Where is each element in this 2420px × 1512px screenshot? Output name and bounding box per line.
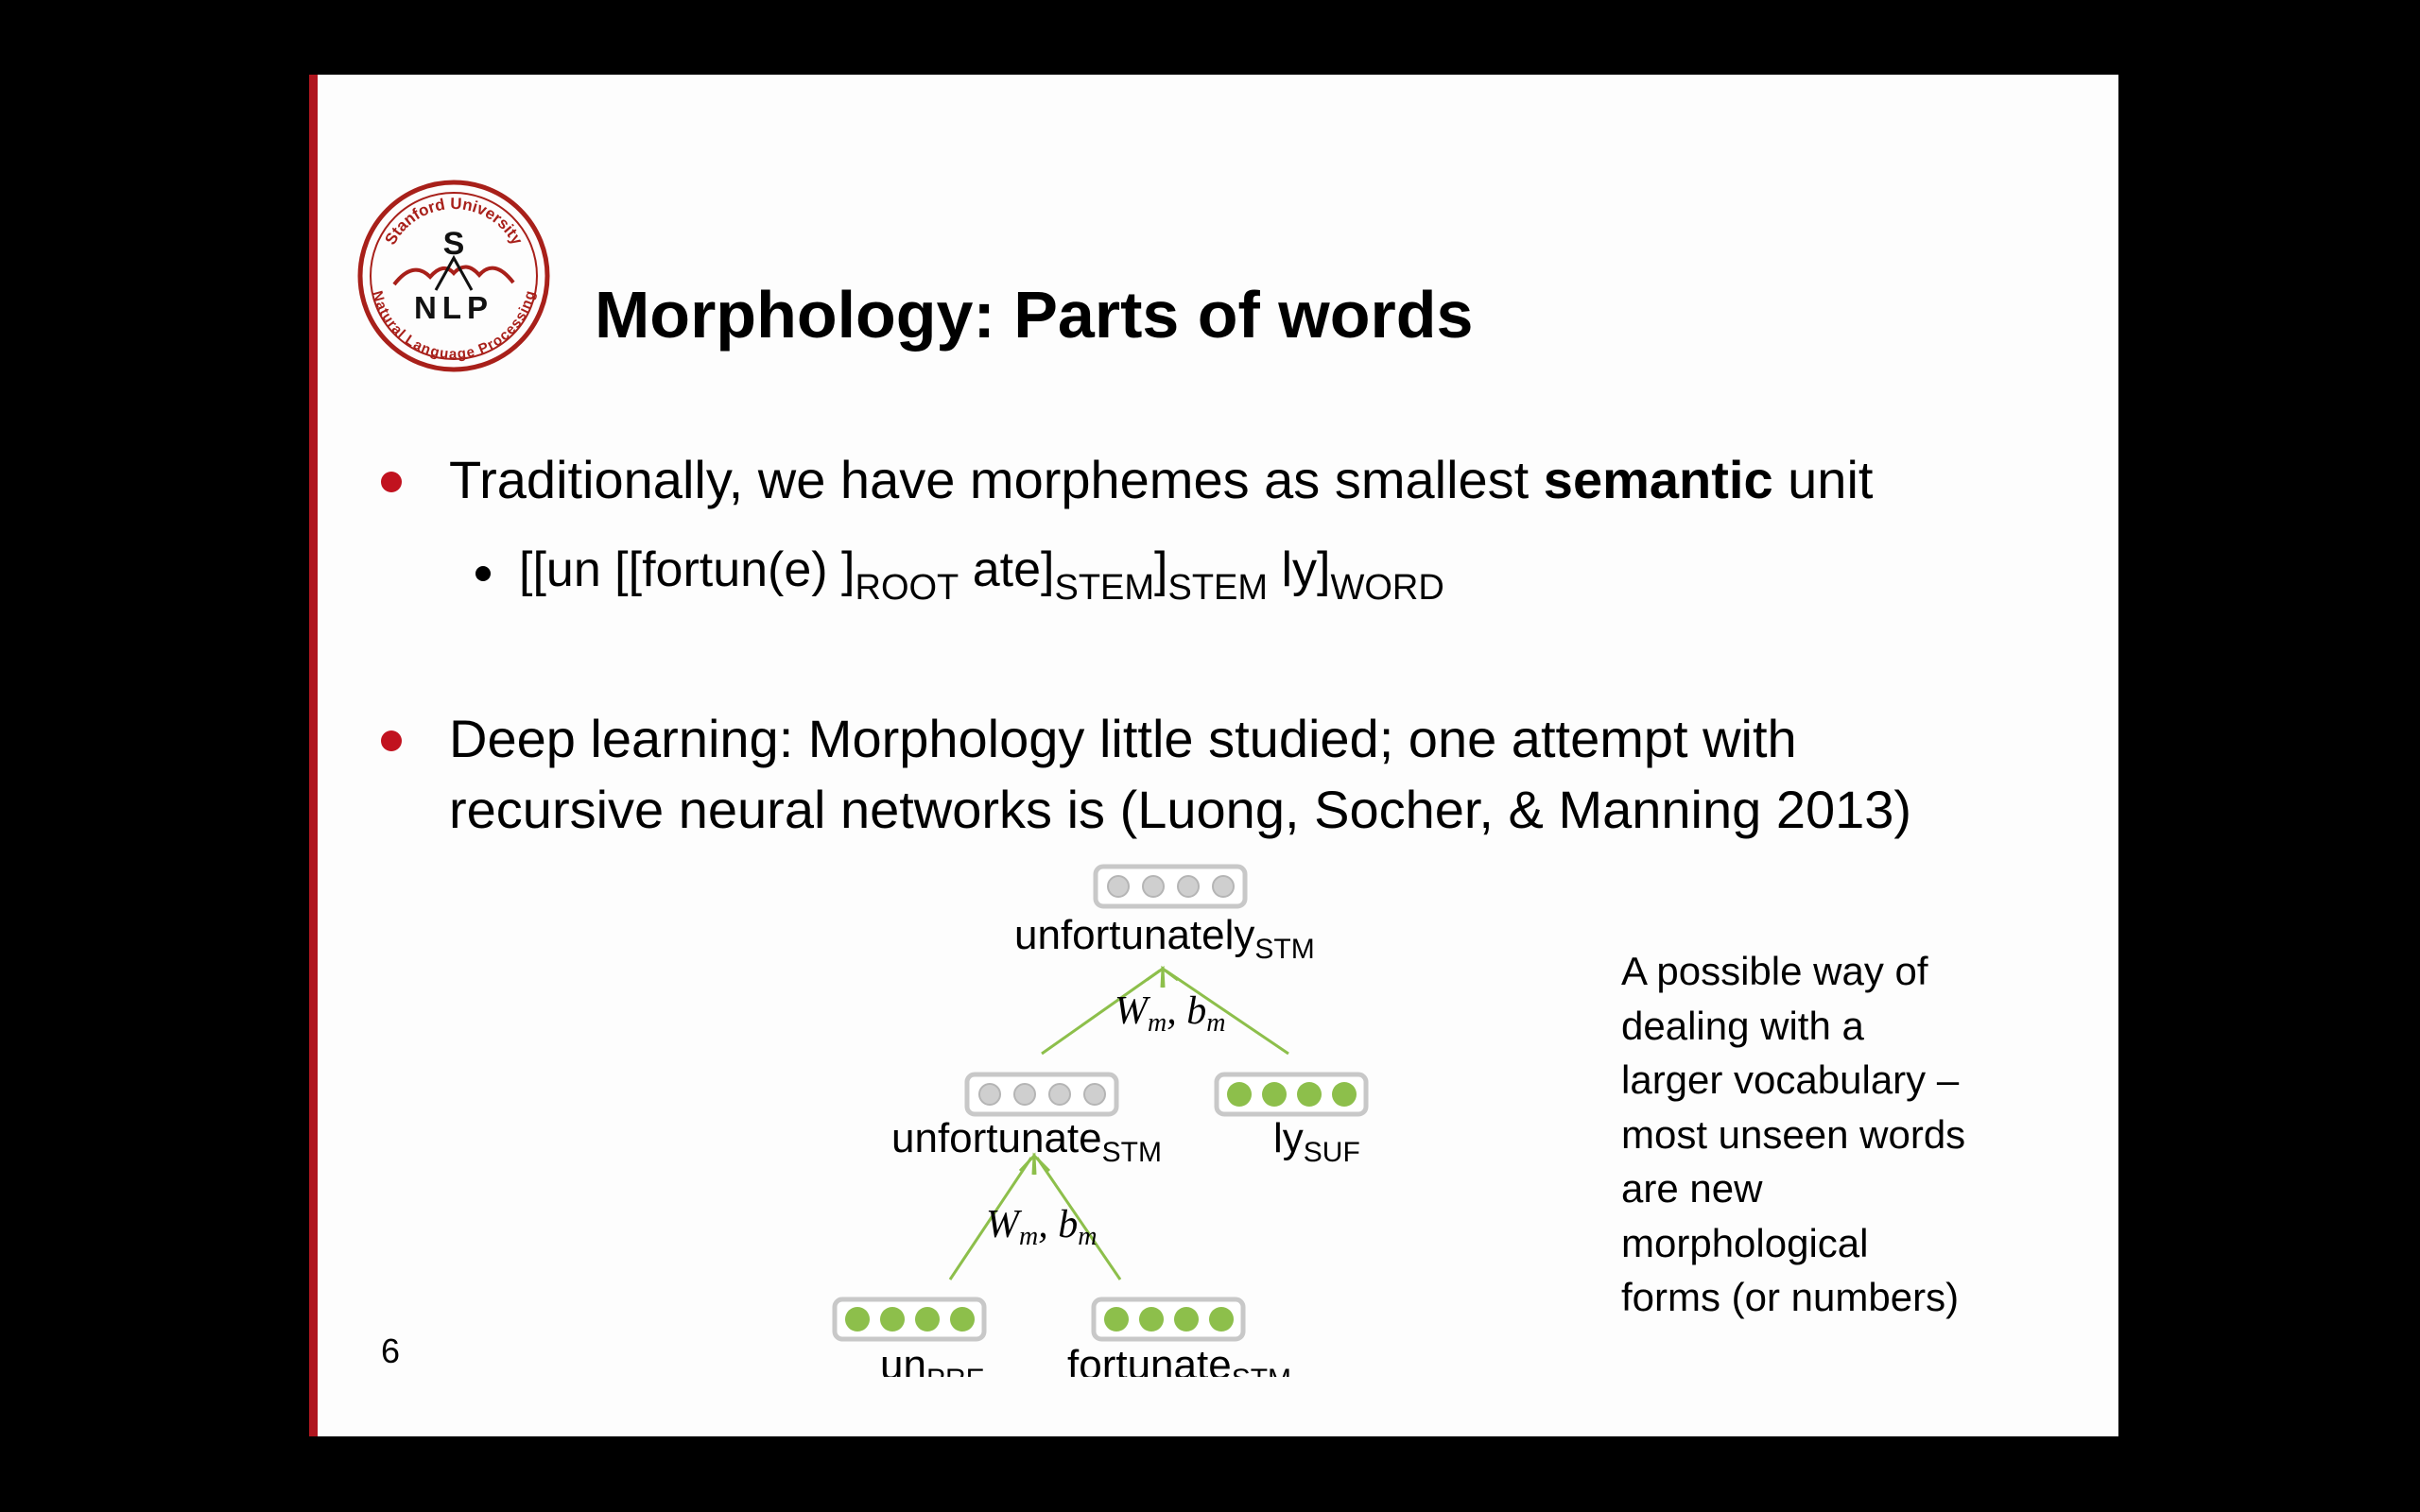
logo-letter-s: S [443,226,465,262]
slide: Stanford University Natural Language Pro… [309,75,2118,1436]
side-note-line: are new [1621,1166,1763,1211]
label-fortunate: fortunateSTM [1067,1342,1291,1395]
weight-label-lower: Wm, bm [986,1203,1097,1251]
side-note-line: morphological [1621,1220,1869,1265]
bullet-1-text-start: Traditionally, we have morphemes as smal… [449,450,1544,509]
slide-accent-bar [309,75,318,1436]
side-note-line: larger vocabulary – [1621,1057,1960,1102]
bullet-1-bold-word: semantic [1543,450,1773,509]
vector-mid-unfortunate [964,1072,1119,1117]
diagram-edges [948,965,1289,1280]
bullet-marker-2 [381,730,402,751]
arrowhead-top-2 [1161,965,1179,988]
weight-label-upper: Wm, bm [1115,989,1225,1038]
bullet-1-text-end: unit [1772,450,1874,509]
stanford-nlp-logo: Stanford University Natural Language Pro… [357,180,550,372]
edge-un-to-unfortunate [948,1157,1033,1280]
side-note-line: forms (or numbers) [1621,1275,1960,1319]
bullet-1-text: Traditionally, we have morphemes as smal… [449,449,1873,510]
arrowhead-mid-2 [1031,1152,1051,1176]
label-un: unPRE [880,1342,985,1395]
side-note-line: A possible way of [1621,949,1928,993]
vector-top-unfortunately [1093,864,1248,909]
label-ly: lySUF [1273,1115,1360,1168]
edge-ly-to-top [1165,969,1289,1056]
edge-fortunate-to-unfortunate [1035,1157,1122,1280]
logo-letters-nlp: NLP [414,290,493,325]
bullet-2-line-1: Deep learning: Morphology little studied… [449,709,1797,768]
vector-mid-ly [1214,1072,1369,1117]
bullet-2-line-2: recursive neural networks is (Luong, Soc… [449,780,1912,839]
label-unfortunate: unfortunateSTM [891,1115,1162,1168]
side-note: A possible way of dealing with a larger … [1621,944,2037,1325]
side-note-line: dealing with a [1621,1003,1864,1048]
label-unfortunately: unfortunatelySTM [1014,912,1315,965]
page-number: 6 [381,1332,401,1370]
sub-bullet-bracket-notation: [[un [[fortun(e) ]ROOT ate]STEM]STEM ly]… [519,542,1444,608]
morphology-rnn-diagram: unfortunatelySTM unfortunateSTM lySUF un… [832,864,1369,1395]
vector-bottom-fortunate [1091,1297,1246,1342]
bullet-marker-1 [381,472,402,492]
sub-bullet-marker [475,566,491,581]
edge-unfortunate-to-top [1041,969,1161,1056]
vector-bottom-un [832,1297,987,1342]
side-note-line: most unseen words [1621,1111,1966,1157]
slide-title: Morphology: Parts of words [595,278,1474,352]
arrowhead-top [1146,965,1165,988]
